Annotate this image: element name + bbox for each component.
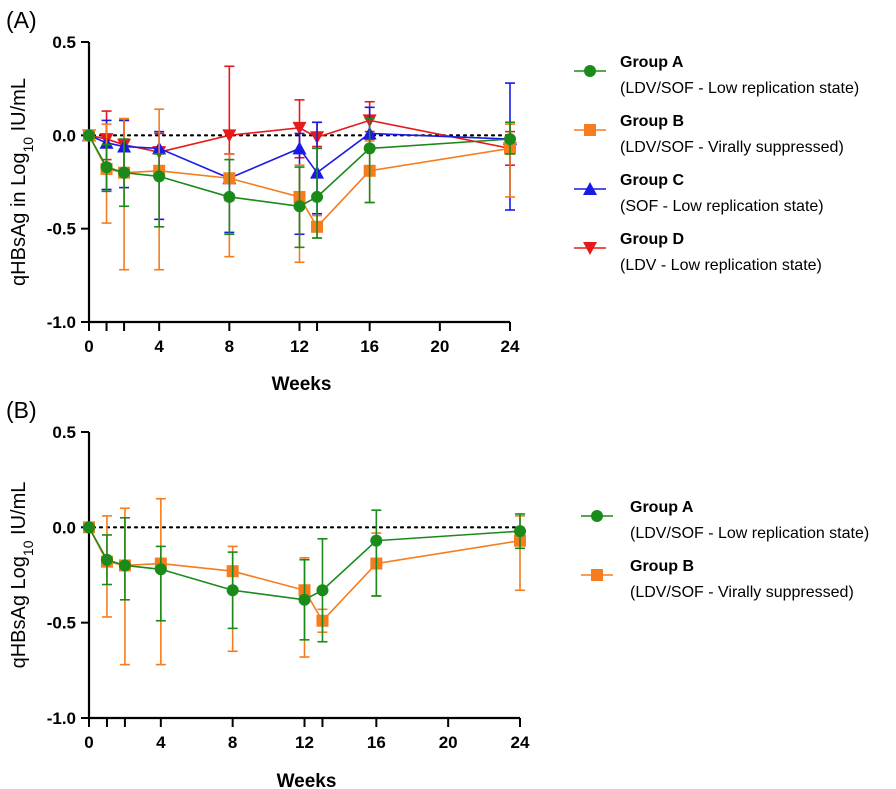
data-point	[311, 190, 324, 203]
x-tick-label: 4	[154, 337, 164, 356]
legend-sublabel: (LDV/SOF - Low replication state)	[630, 525, 869, 542]
legend-sublabel: (LDV - Low replication state)	[620, 257, 822, 274]
series-group-a	[83, 509, 526, 643]
data-point	[293, 200, 306, 213]
x-tick-label: 0	[84, 733, 93, 752]
data-point	[118, 166, 131, 179]
panel-label: (A)	[6, 7, 37, 33]
data-point	[316, 584, 329, 597]
y-tick-label: 0.5	[52, 33, 76, 52]
x-tick-label: 8	[228, 733, 237, 752]
data-point	[363, 142, 376, 155]
data-point	[100, 161, 113, 174]
legend-label: Group C	[620, 172, 684, 189]
data-point	[100, 553, 113, 566]
y-axis-title-main: qHBsAg in Log	[8, 153, 30, 286]
data-point	[83, 521, 95, 534]
chart-panel-a: (A) 0.5 0.0 -0.5 -1.0 0 4 8 12 16 20 24 Weeks qHBsAg …	[6, 7, 859, 395]
x-tick-label: 12	[295, 733, 314, 752]
y-axis-title-main: qHBsAg Log	[8, 556, 30, 668]
legend-label: Group D	[620, 231, 684, 248]
y-tick-label: 0.0	[52, 518, 76, 537]
x-tick-label: 12	[290, 337, 309, 356]
y-tick-label: -0.5	[47, 614, 76, 633]
y-tick-label: -1.0	[47, 313, 76, 332]
y-axis-title: qHBsAg in Log10 IU/mL	[8, 78, 36, 286]
y-axis-title-unit: IU/mL	[8, 482, 30, 541]
data-point	[504, 133, 516, 146]
y-axis-title-sub: 10	[20, 540, 36, 556]
data-point	[226, 584, 239, 597]
chart-panel-b: (B) 0.5 0.0 -0.5 -1.0 0 4 8 12 16 20 24 Weeks qHBsAg …	[6, 397, 869, 789]
legend: Group A (LDV/SOF - Low replication state)…	[574, 54, 859, 274]
legend-label: Group A	[630, 499, 694, 516]
data-point	[154, 563, 167, 576]
y-axis-title-sub: 10	[20, 137, 36, 153]
legend-marker	[591, 510, 603, 522]
x-axis-title: Weeks	[277, 771, 337, 789]
legend-label: Group B	[620, 113, 684, 130]
data-point	[292, 121, 307, 135]
data-point	[153, 170, 166, 183]
legend-marker	[584, 124, 596, 136]
data-point	[292, 141, 307, 155]
x-tick-label: 24	[501, 337, 520, 356]
legend-sublabel: (LDV/SOF - Virally suppressed)	[620, 139, 844, 156]
legend-label: Group A	[620, 54, 684, 71]
y-axis-title: qHBsAg Log10 IU/mL	[8, 482, 36, 669]
y-tick-label: 0.5	[52, 423, 76, 442]
legend-sublabel: (SOF - Low replication state)	[620, 198, 824, 215]
x-axis-title: Weeks	[272, 374, 332, 395]
y-axis-title-unit: IU/mL	[8, 78, 30, 137]
y-tick-label: -0.5	[47, 220, 76, 239]
series-group-a	[83, 117, 516, 249]
y-tick-label: 0.0	[52, 126, 76, 145]
panel-label: (B)	[6, 397, 37, 423]
data-point	[118, 559, 131, 572]
data-point	[222, 129, 237, 143]
x-tick-label: 24	[511, 733, 530, 752]
data-point	[514, 525, 526, 538]
legend-label: Group B	[630, 558, 694, 575]
data-point	[83, 129, 95, 142]
legend-marker	[591, 569, 603, 581]
x-tick-label: 16	[360, 337, 379, 356]
legend-marker	[583, 182, 597, 195]
data-point	[370, 534, 383, 547]
legend-sublabel: (LDV/SOF - Low replication state)	[620, 80, 859, 97]
x-tick-label: 16	[367, 733, 386, 752]
legend-marker	[584, 65, 596, 77]
legend-sublabel: (LDV/SOF - Virally suppressed)	[630, 584, 854, 601]
x-tick-label: 20	[430, 337, 449, 356]
x-tick-label: 8	[225, 337, 234, 356]
data-point	[223, 190, 236, 203]
data-point	[298, 593, 311, 606]
legend-marker	[583, 242, 597, 255]
x-tick-label: 20	[439, 733, 458, 752]
legend: Group A (LDV/SOF - Low replication state)…	[581, 499, 869, 601]
x-tick-label: 0	[84, 337, 93, 356]
x-tick-label: 4	[156, 733, 166, 752]
y-tick-label: -1.0	[47, 709, 76, 728]
